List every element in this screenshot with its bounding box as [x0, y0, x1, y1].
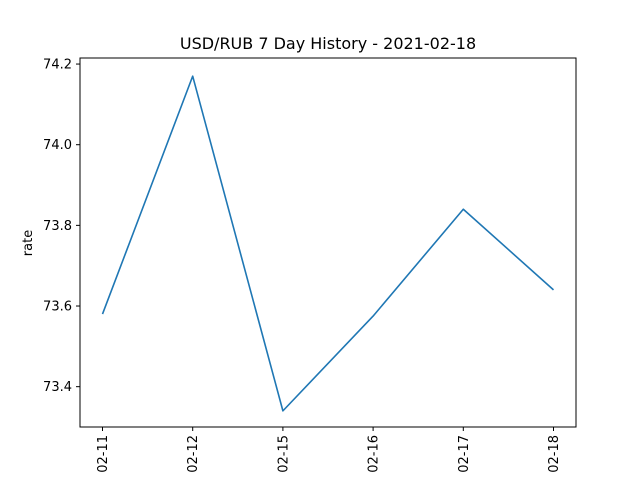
- chart-title: USD/RUB 7 Day History - 2021-02-18: [180, 34, 476, 53]
- y-tick-label: 73.8: [43, 219, 72, 234]
- y-tick-label: 74.0: [43, 138, 72, 153]
- x-axis: 02-11 02-12 02-15 02-16 02-17 02-18: [96, 427, 562, 473]
- y-tick-label: 73.4: [43, 380, 72, 395]
- y-tick-label: 74.2: [43, 58, 72, 73]
- y-tick-label: 73.6: [43, 300, 72, 315]
- plot-area: [79, 57, 577, 428]
- series-layer: [101, 75, 555, 412]
- x-tick-label: 02-16: [367, 435, 382, 473]
- x-tick-label: 02-15: [276, 435, 291, 473]
- y-axis: 73.4 73.6 73.8 74.0 74.2: [43, 58, 80, 395]
- x-tick-label: 02-11: [96, 435, 111, 473]
- x-tick-label: 02-12: [186, 435, 201, 473]
- y-axis-label: rate: [21, 230, 36, 256]
- x-tick-label: 02-17: [457, 435, 472, 473]
- series-line: [101, 75, 555, 412]
- x-tick-label: 02-18: [547, 435, 562, 473]
